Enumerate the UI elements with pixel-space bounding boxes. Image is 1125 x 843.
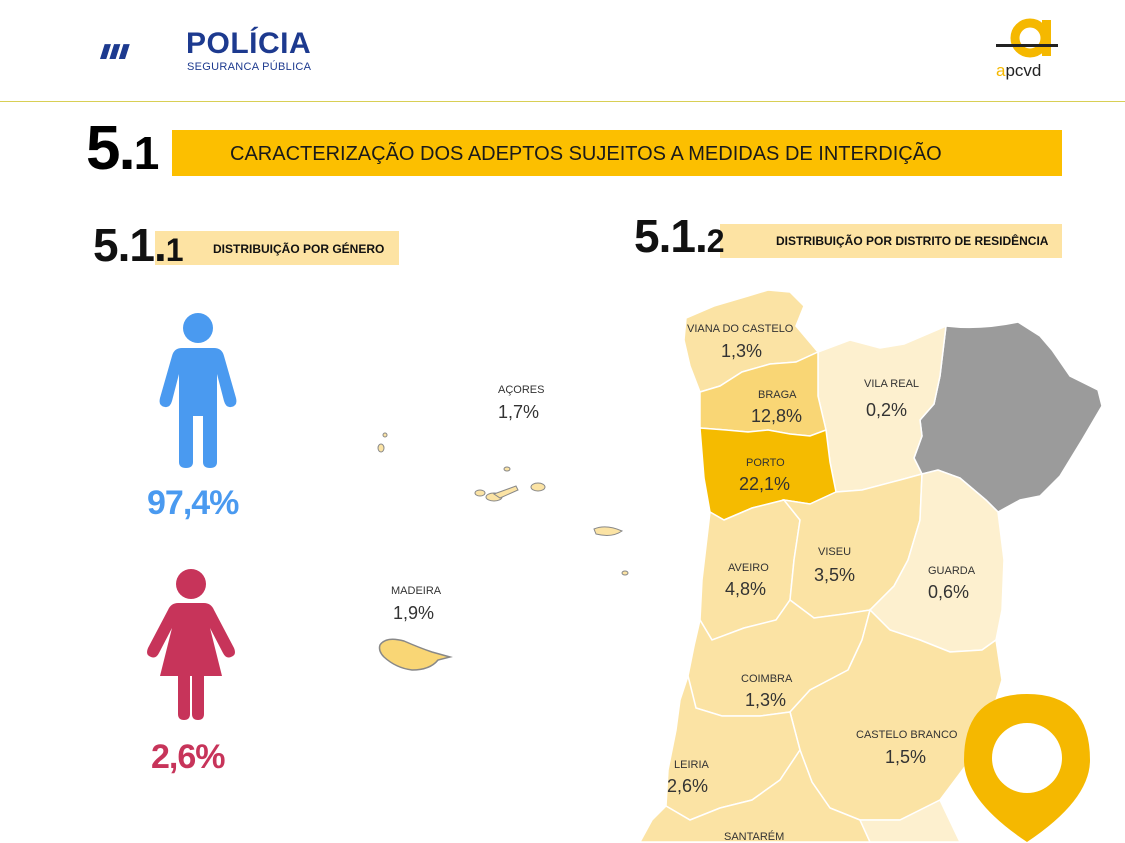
aveiro-value: 4,8%: [725, 579, 767, 599]
leiria-value: 2,6%: [667, 776, 709, 796]
acores-name: AÇORES: [498, 384, 545, 396]
psp-logo-stripes-icon: [100, 44, 130, 60]
aveiro-name: AVEIRO: [728, 562, 769, 574]
viseu-value: 3,5%: [814, 565, 856, 585]
acores-islands: [377, 432, 629, 576]
org-subtitle: SEGURANCA PÚBLICA: [187, 61, 312, 73]
female-percentage: 2,6%: [151, 738, 225, 776]
viana-name: VIANA DO CASTELO: [687, 323, 794, 335]
madeira-name: MADEIRA: [391, 585, 442, 597]
vila-real-value: 0,2%: [866, 400, 908, 420]
viana-value: 1,3%: [721, 341, 763, 361]
district-santarem: [639, 748, 871, 842]
porto-name: PORTO: [746, 457, 785, 469]
district-map: [377, 289, 1103, 842]
braga-value: 12,8%: [751, 406, 803, 426]
location-pin-icon: [964, 694, 1090, 842]
male-person-icon: [159, 313, 237, 468]
apcvd-logo-icon: [996, 18, 1058, 58]
leiria-name: LEIRIA: [674, 759, 709, 771]
org-title: POLÍCIA: [186, 27, 312, 60]
guarda-name: GUARDA: [928, 565, 976, 577]
guarda-value: 0,6%: [928, 582, 970, 602]
subsection-gender-number-major: 5.1.: [93, 219, 167, 271]
partner-logo-first: a: [996, 61, 1006, 80]
subsection-gender-number-minor: 1: [165, 232, 184, 268]
subsection-district-number: 5.1.2: [634, 210, 725, 262]
porto-value: 22,1%: [739, 474, 791, 494]
partner-logo-rest: pcvd: [1005, 61, 1042, 80]
subsection-gender-banner: [155, 231, 399, 265]
braga-name: BRAGA: [758, 389, 797, 401]
madeira-island: [378, 638, 453, 671]
section-number: 5.1: [86, 118, 160, 180]
male-percentage: 97,4%: [147, 484, 239, 522]
viseu-name: VISEU: [818, 546, 852, 558]
santarem-name: SANTARÉM: [724, 831, 785, 843]
section-number-major: 5.: [86, 114, 136, 183]
vila-real-name: VILA REAL: [864, 378, 920, 390]
acores-value: 1,7%: [498, 402, 540, 422]
header-divider: [0, 101, 1125, 102]
castelo-branco-name: CASTELO BRANCO: [856, 729, 958, 741]
section-banner: [172, 130, 1062, 176]
partner-logo-text: apcvd: [996, 61, 1041, 81]
madeira-value: 1,9%: [393, 603, 435, 623]
subsection-district-number-major: 5.1.: [634, 210, 708, 262]
district-portalegre: [858, 798, 961, 842]
section-number-minor: 1: [133, 127, 160, 179]
female-person-icon: [147, 569, 235, 720]
section-title: CARACTERIZAÇÃO DOS ADEPTOS SUJEITOS A ME…: [230, 143, 942, 165]
coimbra-name: COIMBRA: [741, 673, 793, 685]
coimbra-value: 1,3%: [745, 690, 787, 710]
subsection-district-number-minor: 2: [706, 223, 725, 259]
subsection-gender-title: DISTRIBUIÇÃO POR GÉNERO: [213, 242, 385, 256]
subsection-district-title: DISTRIBUIÇÃO POR DISTRITO DE RESIDÊNCIA: [776, 234, 1049, 248]
subsection-gender-number: 5.1.1: [93, 219, 184, 271]
castelo-branco-value: 1,5%: [885, 747, 927, 767]
subsection-district-banner: [720, 224, 1062, 258]
